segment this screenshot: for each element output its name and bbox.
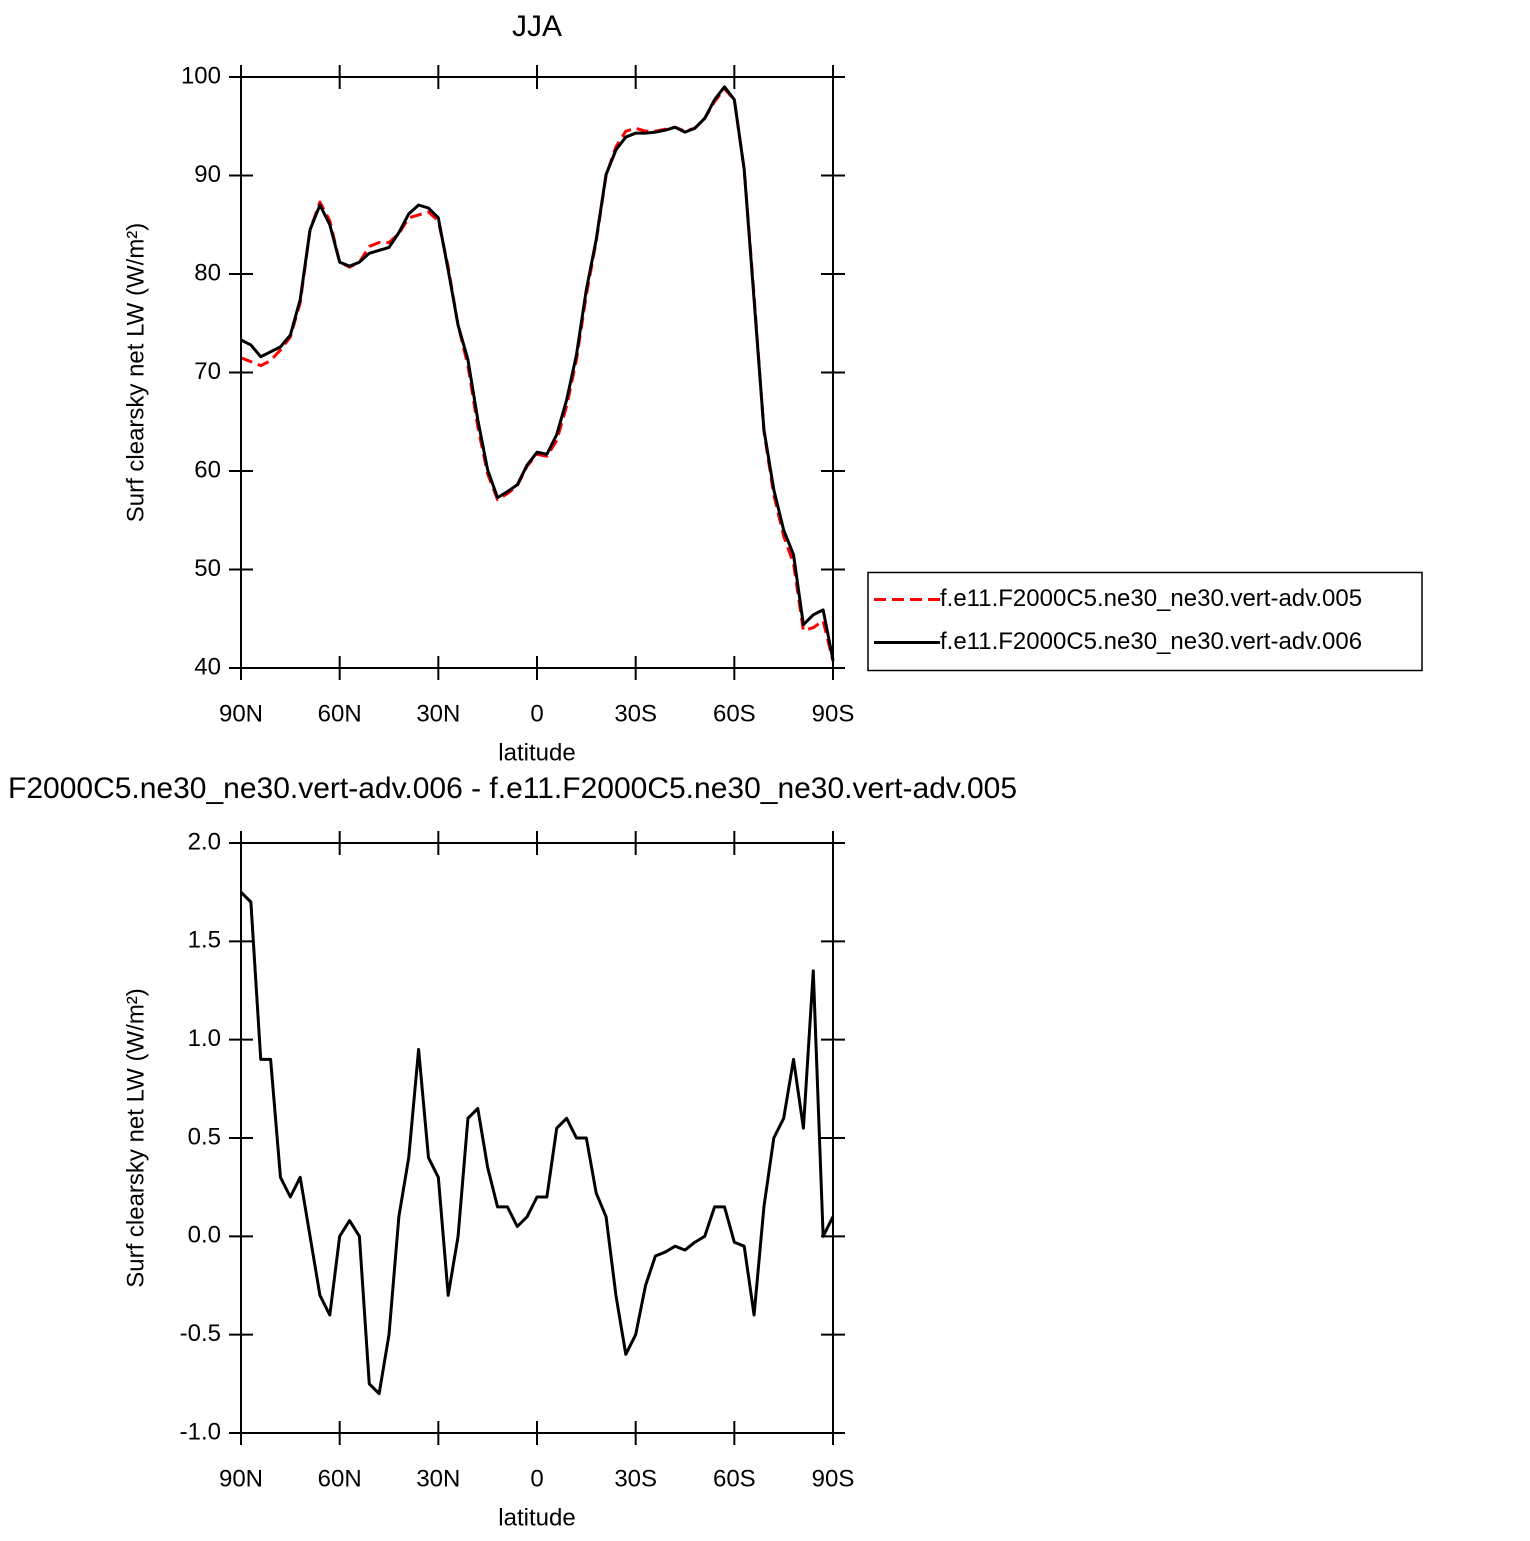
y-tick-label: 1.5 [188, 927, 221, 954]
y-tick-label: 0.5 [188, 1123, 221, 1150]
x-tick-label: 90S [812, 1465, 855, 1492]
chart-title: F2000C5.ne30_ne30.vert-adv.006 - f.e11.F… [8, 772, 1017, 805]
x-tick-label: 0 [530, 1465, 543, 1492]
x-tick-label: 30S [614, 1465, 657, 1492]
plot-frame [240, 842, 834, 1434]
x-tick-label: 60N [318, 1465, 362, 1492]
x-tick-label: 30S [614, 700, 657, 727]
y-axis-label: Surf clearsky net LW (W/m²) [122, 988, 149, 1288]
x-tick-label: 60N [318, 700, 362, 727]
x-tick-label: 90N [219, 1465, 263, 1492]
data-line [239, 891, 835, 1396]
y-tick-label: 0.0 [188, 1222, 221, 1249]
y-tick-label: 1.0 [188, 1025, 221, 1052]
y-tick-label: 60 [194, 456, 221, 483]
x-tick-label: 60S [713, 700, 756, 727]
y-tick-label: -1.0 [180, 1418, 221, 1445]
x-tick-label: 90S [812, 700, 855, 727]
x-tick-label: 0 [530, 700, 543, 727]
legend-label: f.e11.F2000C5.ne30_ne30.vert-adv.005 [940, 585, 1362, 612]
x-tick-label: 90N [219, 700, 263, 727]
x-tick-label: 30N [416, 1465, 460, 1492]
y-tick-label: 80 [194, 259, 221, 286]
data-line [240, 85, 835, 661]
x-tick-label: 60S [713, 1465, 756, 1492]
legend-label: f.e11.F2000C5.ne30_ne30.vert-adv.006 [940, 628, 1362, 655]
y-tick-label: 90 [194, 161, 221, 188]
chart-title: JJA [512, 10, 562, 43]
plot-frame [240, 76, 834, 669]
y-tick-label: 70 [194, 358, 221, 385]
legend-box [867, 571, 1423, 672]
x-axis-label: latitude [498, 739, 575, 766]
y-axis-label: Surf clearsky net LW (W/m²) [122, 223, 149, 523]
y-tick-label: 100 [181, 62, 221, 89]
y-tick-label: 50 [194, 555, 221, 582]
y-tick-label: 2.0 [188, 828, 221, 855]
x-tick-label: 30N [416, 700, 460, 727]
x-axis-label: latitude [498, 1504, 575, 1531]
y-tick-label: 40 [194, 653, 221, 680]
y-tick-label: -0.5 [180, 1320, 221, 1347]
